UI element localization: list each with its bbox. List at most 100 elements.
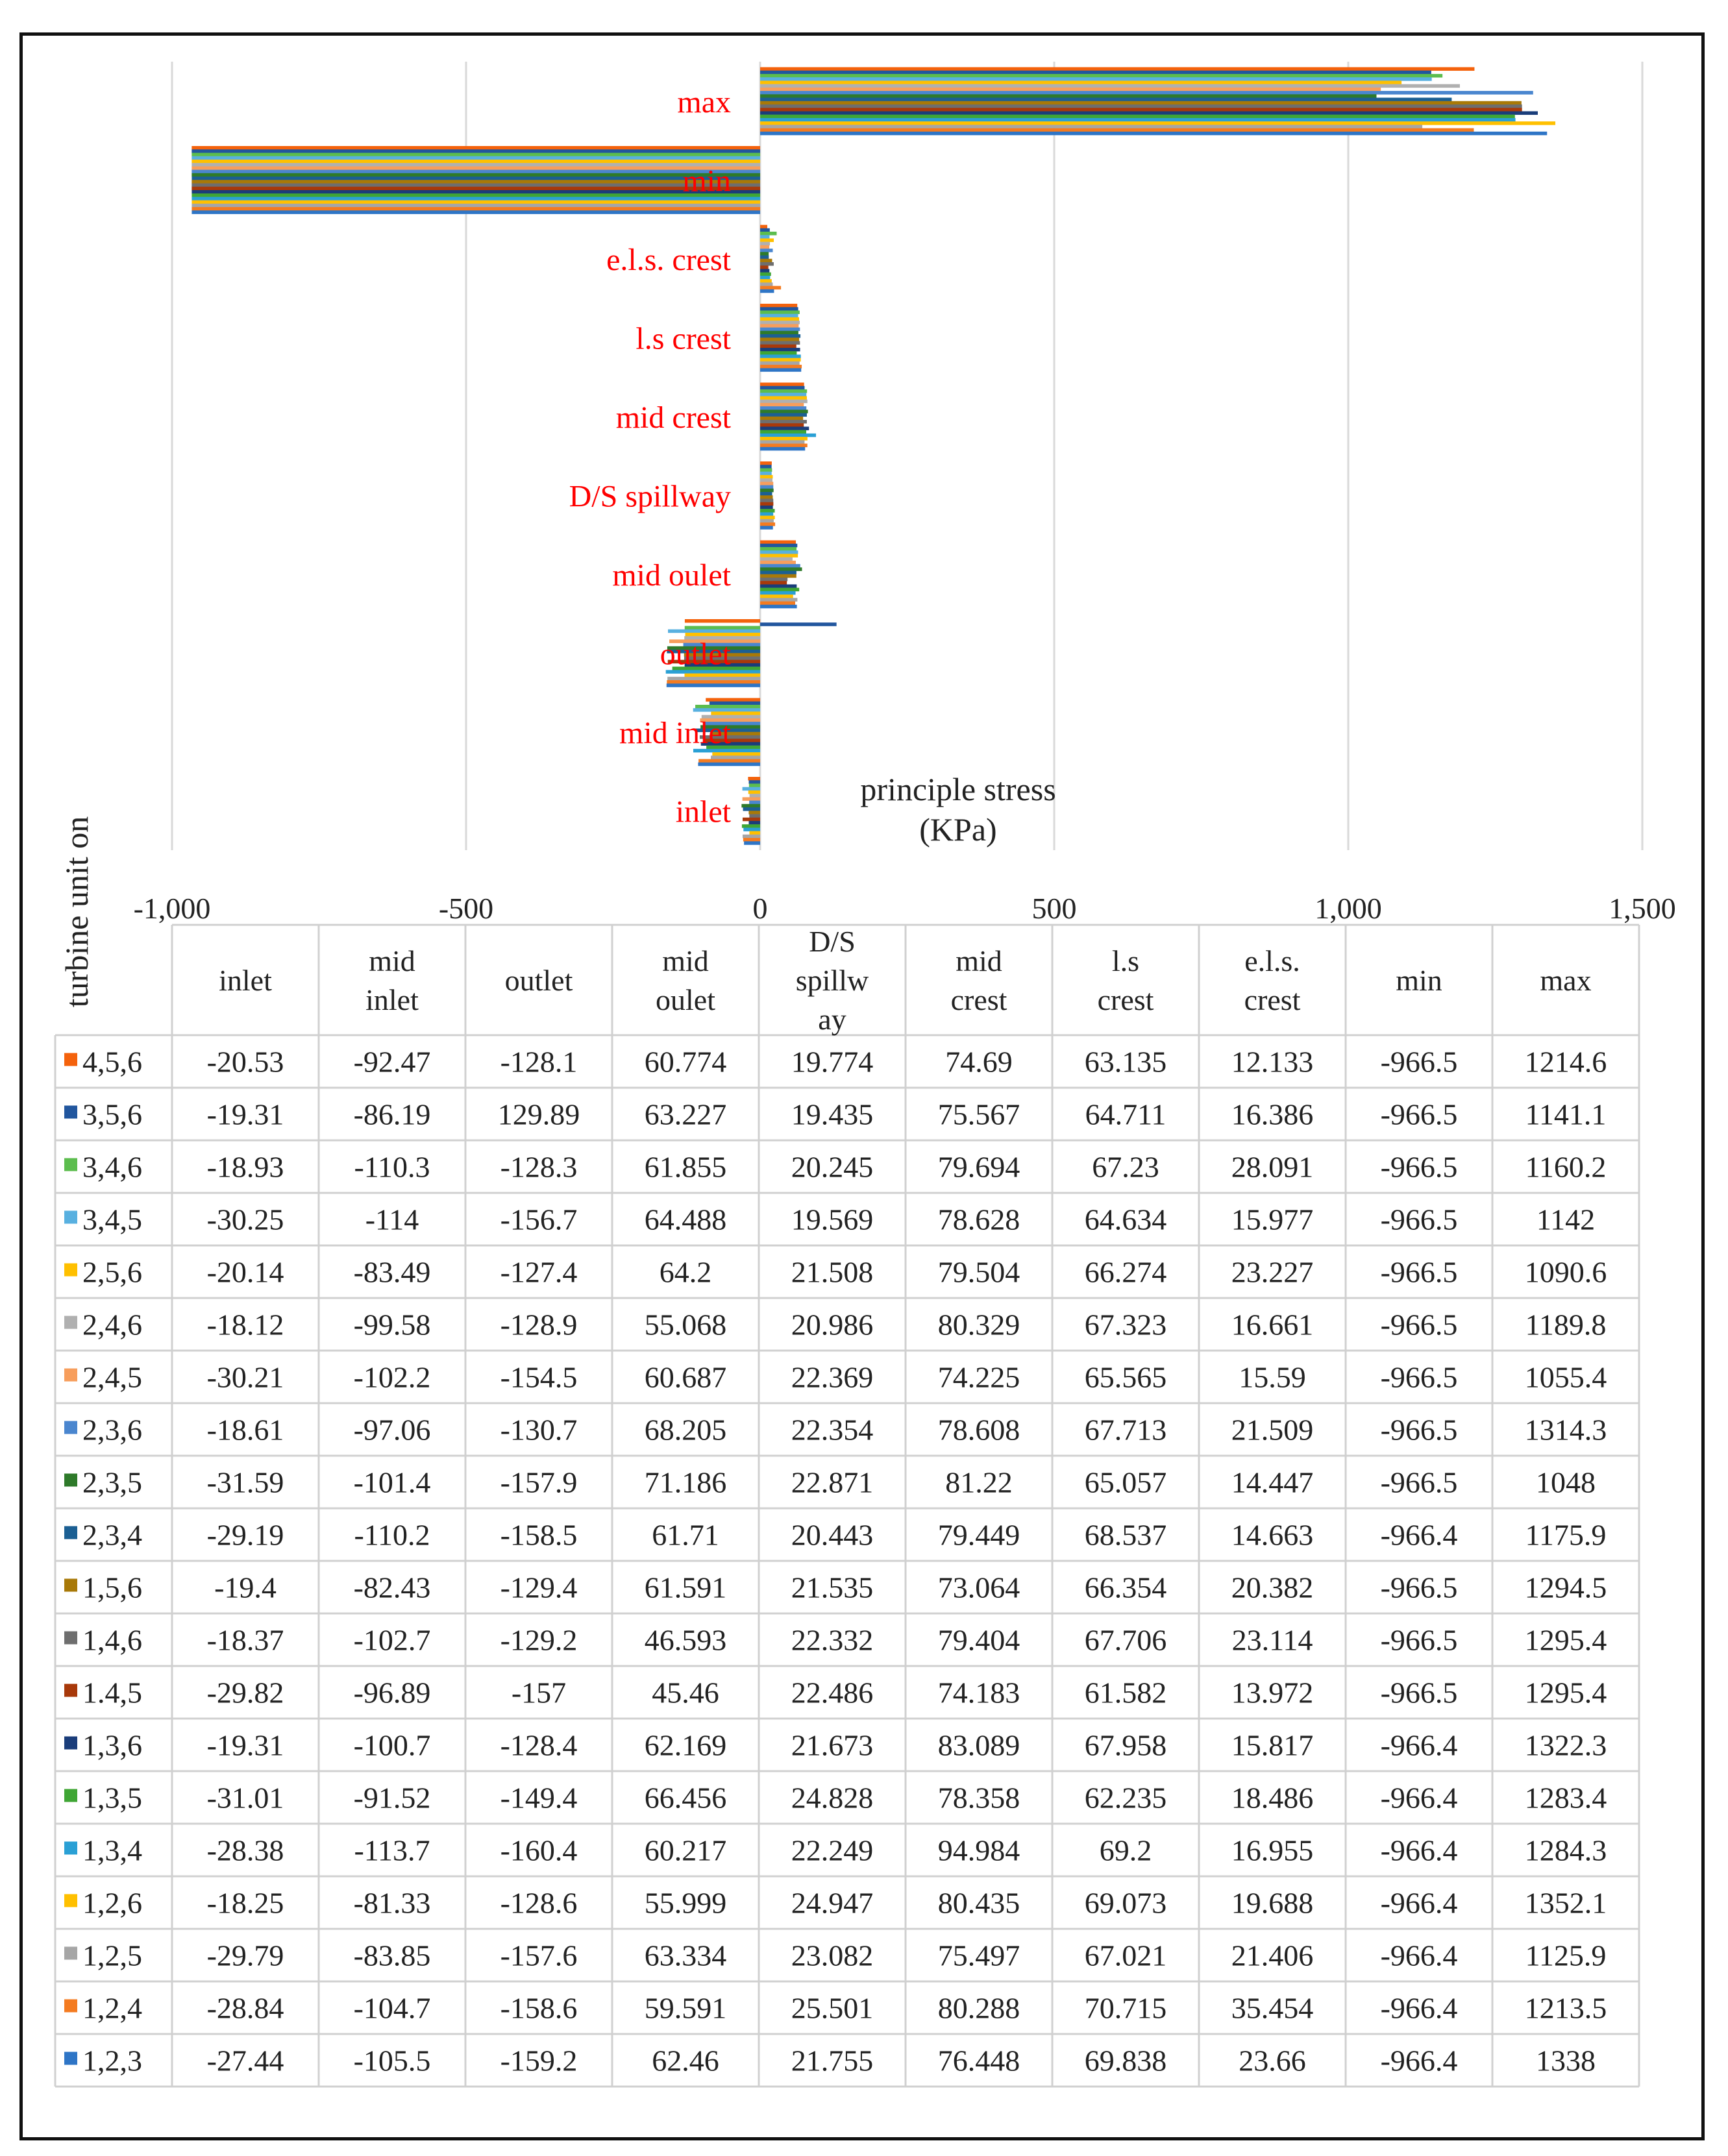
table-cell: 1283.4 xyxy=(1525,1782,1607,1815)
table-cell: 1214.6 xyxy=(1525,1046,1607,1079)
category-label: e.l.s. crest xyxy=(606,243,732,277)
table-cell: 18.486 xyxy=(1231,1782,1314,1815)
table-cell: -966.5 xyxy=(1381,1414,1458,1447)
bar xyxy=(703,739,760,742)
legend-swatch xyxy=(64,1841,77,1855)
bar xyxy=(760,396,808,400)
table-cell: 67.713 xyxy=(1085,1414,1167,1447)
bar xyxy=(760,447,806,451)
table-cell: -29.82 xyxy=(207,1676,284,1709)
table-cell: 65.565 xyxy=(1085,1361,1167,1394)
table-header: spillw xyxy=(796,964,869,997)
bar xyxy=(760,330,798,335)
table-cell: -966.5 xyxy=(1381,1466,1458,1499)
table-cell: -966.4 xyxy=(1381,1992,1458,2025)
table-cell: 78.608 xyxy=(938,1414,1020,1447)
table-cell: 79.404 xyxy=(938,1624,1020,1657)
bar xyxy=(760,389,808,393)
table-cell: 80.329 xyxy=(938,1308,1020,1341)
table-cell: -128.9 xyxy=(500,1308,578,1341)
bar xyxy=(191,207,760,211)
category-label: inlet xyxy=(676,794,732,829)
table-cell: -966.5 xyxy=(1381,1151,1458,1184)
table-cell: -966.5 xyxy=(1381,1624,1458,1657)
table-cell: 1055.4 xyxy=(1525,1361,1607,1394)
bar xyxy=(760,584,797,588)
bar xyxy=(760,461,772,465)
table-cell: -128.4 xyxy=(500,1729,578,1762)
axis-titles: principle stress (KPa) turbine unit on xyxy=(58,771,1056,1007)
table-cell: 19.569 xyxy=(791,1203,874,1236)
bar xyxy=(743,827,760,831)
table-cell: -83.49 xyxy=(354,1256,431,1289)
table-cell: -966.5 xyxy=(1381,1256,1458,1289)
bar xyxy=(760,399,808,404)
bar xyxy=(760,419,807,424)
bar xyxy=(760,485,774,489)
table-cell: 75.497 xyxy=(938,1939,1020,1972)
bar xyxy=(760,286,782,290)
table-cell: 24.828 xyxy=(791,1782,874,1815)
table-cell: -28.38 xyxy=(207,1834,284,1867)
series-name: 1,4,6 xyxy=(82,1624,142,1657)
bar xyxy=(760,365,802,369)
bar xyxy=(760,440,805,444)
table-cell: 1142 xyxy=(1537,1203,1595,1236)
bar xyxy=(191,197,760,201)
bar xyxy=(712,752,760,756)
bar xyxy=(744,841,760,845)
bar xyxy=(760,410,808,413)
table-header: crest xyxy=(1098,983,1154,1016)
table-cell: 21.509 xyxy=(1231,1414,1314,1447)
bar xyxy=(191,173,760,177)
bar xyxy=(667,680,760,684)
table-cell: -31.01 xyxy=(207,1782,284,1815)
table-cell: -110.3 xyxy=(354,1151,430,1184)
bar xyxy=(760,519,774,523)
table-cell: -20.14 xyxy=(207,1256,284,1289)
bar xyxy=(760,492,772,496)
table-cell: 22.871 xyxy=(791,1466,874,1499)
table-cell: 1125.9 xyxy=(1525,1939,1607,1972)
bar xyxy=(760,334,801,338)
figure-frame: inlet mid inlet outlet mid oulet D/S spillwa… xyxy=(19,32,1705,2140)
bar xyxy=(760,80,1402,84)
legend-swatch xyxy=(64,1736,77,1750)
table-cell: -966.4 xyxy=(1381,2044,1458,2077)
table-cell: 70.715 xyxy=(1085,1992,1167,2025)
table-cell: -966.4 xyxy=(1381,1834,1458,1867)
legend-swatch xyxy=(64,1105,77,1119)
category-label: min xyxy=(682,164,731,198)
table-cell: 64.634 xyxy=(1085,1203,1167,1236)
table-cell: 1160.2 xyxy=(1525,1151,1607,1184)
bar xyxy=(191,166,760,170)
series-name: 2,5,6 xyxy=(82,1256,142,1289)
bar xyxy=(667,676,760,681)
bar xyxy=(743,834,760,839)
legend-swatch xyxy=(64,1316,77,1329)
x-tick-label: 1,000 xyxy=(1315,892,1382,925)
table-cell: -20.53 xyxy=(207,1046,284,1079)
legend-swatch xyxy=(64,2052,77,2065)
bar xyxy=(760,249,773,252)
bar xyxy=(760,564,800,568)
table-cell: 83.089 xyxy=(938,1729,1020,1762)
table-cell: 1048 xyxy=(1536,1466,1596,1499)
x-tick-labels: -1,000 -500 0 500 1,000 1,500 xyxy=(134,892,1676,925)
table-cell: 79.449 xyxy=(938,1519,1020,1552)
bar xyxy=(760,368,802,372)
bar xyxy=(760,550,798,554)
bar xyxy=(760,258,772,263)
table-cell: 60.774 xyxy=(645,1046,727,1079)
table-cell: 21.673 xyxy=(791,1729,874,1762)
table-cell: 1352.1 xyxy=(1525,1887,1607,1920)
table-header: outlet xyxy=(505,964,573,997)
table-cell: 14.447 xyxy=(1231,1466,1314,1499)
table-cell: 67.021 xyxy=(1085,1939,1167,1972)
bar xyxy=(760,255,769,260)
bar xyxy=(760,604,797,609)
table-header: max xyxy=(1540,964,1591,997)
table-cell: 23.66 xyxy=(1239,2044,1306,2077)
table-cell: -86.19 xyxy=(354,1098,431,1131)
table-cell: 21.755 xyxy=(791,2044,874,2077)
